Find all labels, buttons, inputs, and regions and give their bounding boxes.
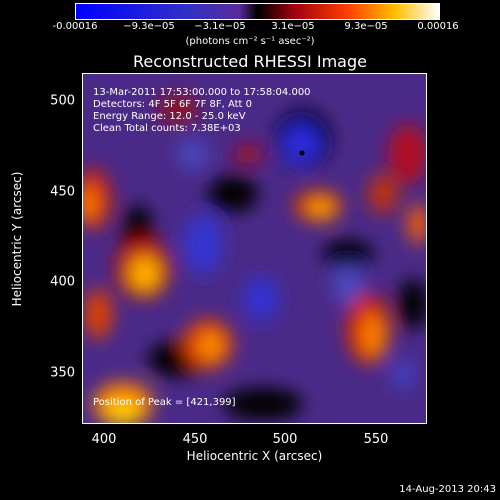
colorbar-units: (photons cm⁻² s⁻¹ asec⁻²) xyxy=(185,36,315,47)
page-title: Reconstructed RHESSI Image xyxy=(133,52,367,71)
detectors-info: Detectors: 4F 5F 6F 7F 8F, Att 0 xyxy=(93,99,253,110)
colorbar-tick: 0.00016 xyxy=(417,21,459,32)
x-tick-label: 400 xyxy=(91,432,117,447)
colorbar-tick: 3.1e−05 xyxy=(271,21,315,32)
time-range: 13-Mar-2011 17:53:00.000 to 17:58:04.000 xyxy=(93,87,311,98)
peak-position: Position of Peak = [421,399] xyxy=(93,397,236,408)
colorbar-tick: −3.1e−05 xyxy=(194,21,246,32)
rhessi-image-map xyxy=(83,74,426,423)
clean-counts: Clean Total counts: 7.38E+03 xyxy=(93,123,241,134)
y-tick-label: 350 xyxy=(50,365,75,381)
x-tick-label: 550 xyxy=(363,432,389,447)
energy-range: Energy Range: 12.0 - 25.0 keV xyxy=(93,111,246,122)
image-plot: 13-Mar-2011 17:53:00.000 to 17:58:04.000… xyxy=(82,73,427,424)
y-tick-label: 450 xyxy=(50,184,75,200)
colorbar-tick: 9.3e−05 xyxy=(344,21,388,32)
datestamp: 14-Aug-2013 20:43 xyxy=(399,484,496,495)
y-axis-label: Heliocentric Y (arcsec) xyxy=(10,171,24,307)
colorbar-tick: −9.3e−05 xyxy=(123,21,175,32)
y-tick-label: 500 xyxy=(50,93,75,109)
x-tick-label: 500 xyxy=(272,432,298,447)
x-tick-label: 450 xyxy=(182,432,208,447)
colorbar xyxy=(75,3,440,20)
y-tick-label: 400 xyxy=(50,274,75,290)
x-axis-label: Heliocentric X (arcsec) xyxy=(186,449,323,463)
colorbar-tick: -0.00016 xyxy=(52,21,98,32)
